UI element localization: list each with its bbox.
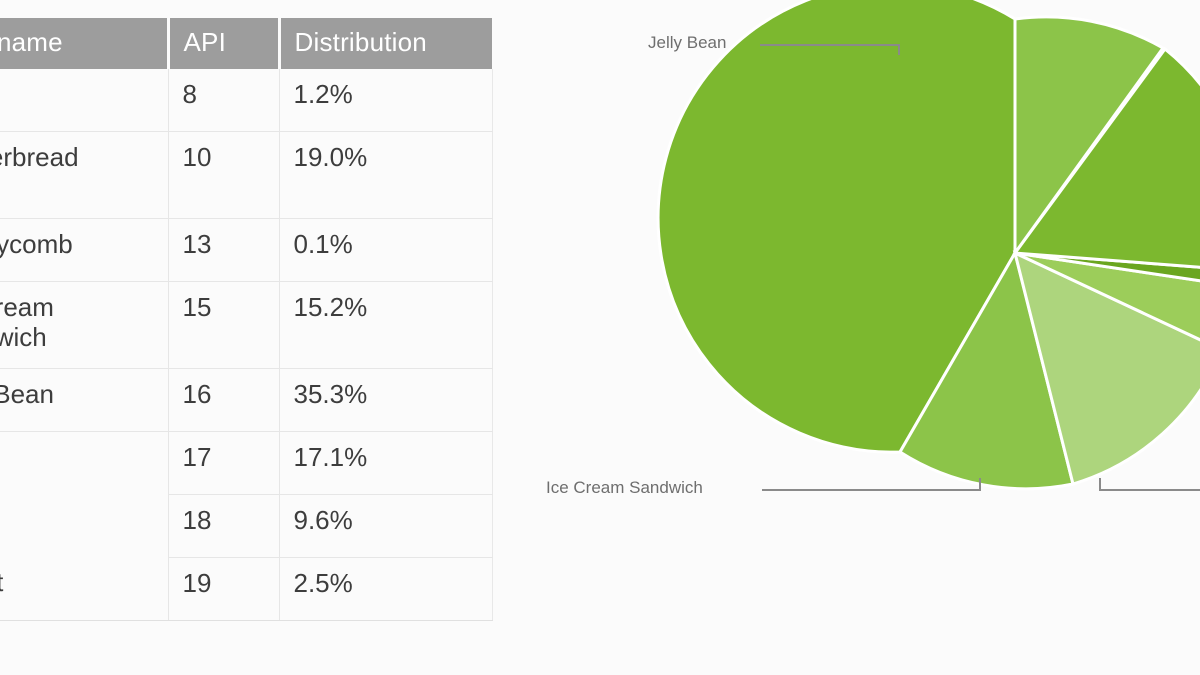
pie-label-ice-cream-sandwich: Ice Cream Sandwich bbox=[546, 478, 703, 497]
pie-slice-froyo-8[interactable] bbox=[1014, 251, 1200, 288]
pie-label-jelly-bean: Jelly Bean bbox=[648, 33, 727, 52]
pie-slice-jelly-bean-16[interactable] bbox=[656, 0, 1017, 454]
cell-api: 15 bbox=[168, 281, 280, 369]
cell-api: 18 bbox=[168, 494, 280, 558]
cell-distribution: 17.1% bbox=[279, 431, 493, 495]
table-row: Gingerbread 10 19.0% bbox=[0, 131, 493, 219]
table-row: Honeycomb 13 0.1% bbox=[0, 218, 493, 282]
cell-distribution: 1.2% bbox=[279, 68, 493, 132]
leader-line-jelly-bean bbox=[760, 44, 900, 55]
leader-line-ice-cream-sandwich bbox=[762, 478, 981, 491]
table-header-row: Codename API Distribution bbox=[0, 18, 492, 69]
pie-slice-gingerbread-10[interactable] bbox=[1012, 46, 1200, 271]
column-header-codename[interactable]: Codename bbox=[0, 18, 170, 69]
cell-api: 19 bbox=[168, 557, 280, 621]
table-row: 18 9.6% bbox=[0, 494, 493, 558]
cell-distribution: 35.3% bbox=[279, 368, 493, 432]
column-header-api[interactable]: API bbox=[168, 18, 281, 69]
cell-api: 10 bbox=[168, 131, 280, 219]
cell-distribution: 0.1% bbox=[279, 218, 493, 282]
cell-codename bbox=[0, 431, 169, 495]
cell-api: 13 bbox=[168, 218, 280, 282]
cell-distribution: 15.2% bbox=[279, 281, 493, 369]
cell-api: 17 bbox=[168, 431, 280, 495]
table-row: KitKat 19 2.5% bbox=[0, 557, 493, 621]
pie-chart-svg bbox=[656, 0, 1200, 491]
cell-codename: Froyo bbox=[0, 68, 169, 132]
leader-line-right-cropped bbox=[1099, 478, 1200, 491]
column-header-distribution[interactable]: Distribution bbox=[279, 18, 492, 69]
cell-distribution: 2.5% bbox=[279, 557, 493, 621]
cell-api: 16 bbox=[168, 368, 280, 432]
table-row: Froyo 8 1.2% bbox=[0, 68, 493, 132]
cell-codename: KitKat bbox=[0, 557, 169, 621]
cell-codename: Gingerbread bbox=[0, 131, 169, 219]
cell-distribution: 9.6% bbox=[279, 494, 493, 558]
distribution-table-container: Codename API Distribution Froyo 8 1.2% G… bbox=[0, 18, 493, 621]
platform-distribution-pie-chart: Jelly Bean Ice Cream Sandwich bbox=[500, 0, 1200, 675]
cell-codename: Honeycomb bbox=[0, 218, 169, 282]
distribution-table: Codename API Distribution Froyo 8 1.2% G… bbox=[0, 18, 493, 621]
cell-codename bbox=[0, 494, 169, 558]
table-row: Jelly Bean 16 35.3% bbox=[0, 368, 493, 432]
cell-codename: Jelly Bean bbox=[0, 368, 169, 432]
pie-slice-ice-cream-sandwich-15[interactable] bbox=[1013, 15, 1166, 258]
table-row: 17 17.1% bbox=[0, 431, 493, 495]
cell-api: 8 bbox=[168, 68, 280, 132]
pie-slice-jelly-bean-18[interactable] bbox=[1012, 250, 1200, 486]
cell-codename: Ice Cream Sandwich bbox=[0, 281, 169, 369]
cell-distribution: 19.0% bbox=[279, 131, 493, 219]
table-row: Ice Cream Sandwich 15 15.2% bbox=[0, 281, 493, 369]
